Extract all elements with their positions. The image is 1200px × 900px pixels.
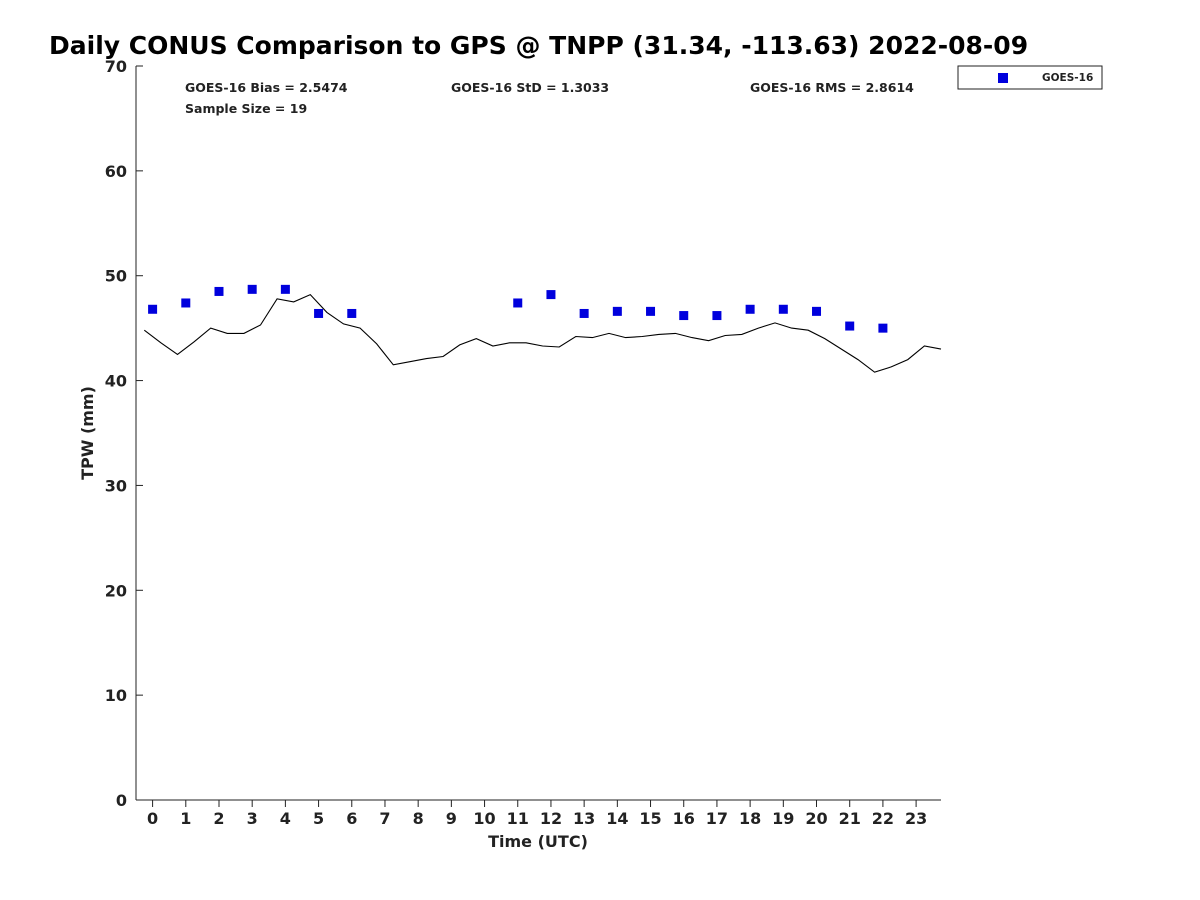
x-tick-label: 5 — [313, 809, 324, 828]
x-tick-label: 21 — [839, 809, 861, 828]
y-tick-label: 20 — [105, 581, 127, 600]
goes16-point — [314, 308, 324, 318]
x-tick-label: 12 — [540, 809, 562, 828]
series-layer — [143, 284, 942, 373]
goes16-point — [812, 306, 822, 316]
x-axis-ticks: 0 1 2 3 4 5 6 7 8 9 10 11 12 13 14 15 16 17 18 19 20 21 22 23 — [147, 800, 927, 828]
y-tick-label: 0 — [116, 791, 127, 810]
gps-tpw-line — [143, 293, 942, 373]
x-tick-label: 2 — [213, 809, 224, 828]
y-axis-ticks: 0 10 20 30 40 50 60 70 — [105, 57, 143, 810]
goes16-point — [247, 284, 257, 294]
goes16-point — [579, 308, 589, 318]
legend-marker-goes16 — [998, 73, 1008, 83]
x-axis-label: Time (UTC) — [488, 832, 588, 851]
y-tick-label: 30 — [105, 476, 127, 495]
goes16-point — [845, 321, 855, 331]
x-tick-label: 6 — [346, 809, 357, 828]
rms-stat: GOES-16 RMS = 2.8614 — [750, 80, 914, 95]
y-tick-label: 10 — [105, 686, 127, 705]
goes16-point — [181, 298, 191, 308]
x-tick-label: 4 — [280, 809, 291, 828]
x-tick-label: 16 — [673, 809, 695, 828]
bias-stat: GOES-16 Bias = 2.5474 — [185, 80, 348, 95]
x-tick-label: 22 — [872, 809, 894, 828]
y-tick-label: 50 — [105, 267, 127, 286]
x-tick-label: 3 — [247, 809, 258, 828]
x-tick-label: 13 — [573, 809, 595, 828]
x-tick-label: 20 — [805, 809, 827, 828]
legend-label-goes16: GOES-16 — [1042, 72, 1093, 84]
x-tick-label: 1 — [180, 809, 191, 828]
chart-title: Daily CONUS Comparison to GPS @ TNPP (31… — [49, 31, 1028, 60]
x-tick-label: 9 — [446, 809, 457, 828]
x-tick-label: 0 — [147, 809, 158, 828]
std-stat: GOES-16 StD = 1.3033 — [451, 80, 609, 95]
goes16-point — [546, 290, 556, 300]
plot-area — [135, 66, 941, 801]
goes16-point — [148, 304, 158, 314]
x-tick-label: 17 — [706, 809, 728, 828]
x-tick-label: 15 — [639, 809, 661, 828]
goes16-point — [280, 284, 290, 294]
goes16-point — [214, 286, 224, 296]
goes16-point — [778, 304, 788, 314]
y-tick-label: 60 — [105, 162, 127, 181]
goes16-point — [878, 323, 888, 333]
legend-box — [957, 65, 1103, 90]
legend: GOES-16 — [957, 65, 1103, 90]
x-tick-label: 10 — [473, 809, 495, 828]
x-tick-label: 18 — [739, 809, 761, 828]
goes16-point — [745, 304, 755, 314]
goes16-point — [646, 306, 656, 316]
goes16-point — [712, 311, 722, 321]
goes16-point — [347, 308, 357, 318]
y-tick-label: 70 — [105, 57, 127, 76]
x-tick-label: 7 — [379, 809, 390, 828]
x-tick-label: 23 — [905, 809, 927, 828]
goes16-point — [513, 298, 523, 308]
x-tick-label: 8 — [413, 809, 424, 828]
sample-size-stat: Sample Size = 19 — [185, 101, 307, 116]
x-tick-label: 19 — [772, 809, 794, 828]
goes16-point — [612, 306, 622, 316]
x-tick-label: 11 — [507, 809, 529, 828]
y-tick-label: 40 — [105, 372, 127, 391]
x-tick-label: 14 — [606, 809, 628, 828]
goes16-point — [679, 311, 689, 321]
y-axis-label: TPW (mm) — [78, 386, 97, 480]
